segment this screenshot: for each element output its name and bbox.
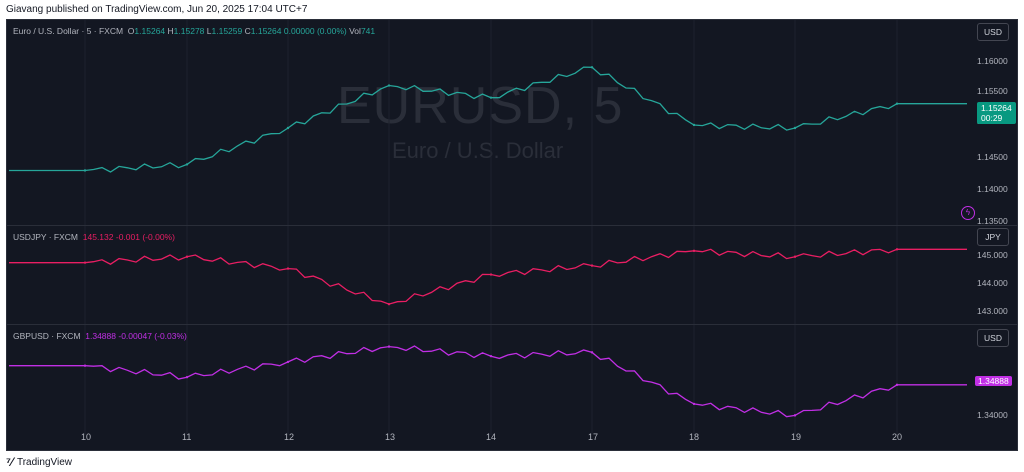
bolt-icon[interactable]: ϟ: [961, 206, 975, 220]
eurusd-pane[interactable]: EURUSD, 5 Euro / U.S. Dollar Euro / U.S.…: [7, 20, 1017, 226]
price-label: 143.000: [977, 306, 1008, 316]
chart-frame: EURUSD, 5 Euro / U.S. Dollar Euro / U.S.…: [6, 19, 1018, 451]
currency-button-jpy[interactable]: JPY: [977, 228, 1009, 246]
eurusd-data-point: [286, 126, 290, 130]
eurusd-data-point: [185, 163, 189, 166]
gbpusd-data-point: [83, 364, 87, 367]
watermark-name: Euro / U.S. Dollar: [392, 138, 564, 163]
usdjpy-series-line: [9, 248, 967, 305]
gbpusd-change: -0.00047 (-0.03%): [118, 331, 187, 341]
price-label: 144.000: [977, 278, 1008, 288]
x-tick-label: 10: [81, 432, 92, 442]
x-tick-label: 12: [284, 432, 295, 442]
usdjpy-data-point: [387, 302, 391, 306]
eurusd-data-point: [387, 84, 391, 87]
footer: ⁷⁄ TradingView: [6, 455, 72, 469]
gbpusd-data-point: [286, 360, 290, 364]
h-label: H: [167, 26, 174, 36]
gbpusd-pane[interactable]: GBPUSD · FXCM 1.34888 -0.00047 (-0.03%) …: [7, 325, 1017, 447]
gbpusd-chart: [9, 325, 967, 435]
l-label: L: [206, 26, 212, 36]
usdjpy-data-point: [895, 248, 899, 251]
x-tick-label: 18: [689, 432, 700, 442]
legend-symbol[interactable]: GBPUSD · FXCM: [13, 331, 81, 341]
footer-brand[interactable]: TradingView: [16, 456, 72, 468]
eurusd-data-point: [489, 96, 493, 99]
usdjpy-data-point: [692, 249, 696, 253]
usdjpy-data-point: [185, 255, 189, 258]
eurusd-chart: [9, 20, 967, 225]
gbpusd-last-price: 1.34888: [975, 376, 1012, 386]
h-value: 1.15278: [173, 26, 205, 36]
currency-button-usd[interactable]: USD: [977, 329, 1009, 347]
gbpusd-data-point: [793, 414, 797, 417]
price-label: 1.15500: [977, 86, 1008, 96]
eurusd-data-point: [83, 169, 87, 172]
currency-button-usd[interactable]: USD: [977, 23, 1009, 41]
gbpusd-data-point: [387, 345, 391, 348]
gbpusd-legend: GBPUSD · FXCM 1.34888 -0.00047 (-0.03%): [13, 331, 187, 341]
countdown: 00:29: [981, 113, 1003, 123]
eurusd-series-line: [9, 66, 967, 173]
x-tick-label: 11: [182, 432, 192, 442]
c-label: C: [244, 26, 251, 36]
usdjpy-data-point: [489, 273, 493, 276]
gbpusd-data-point: [185, 375, 189, 379]
change-value: 0.00000 (0.00%): [283, 26, 347, 36]
gbpusd-data-point: [590, 351, 594, 354]
usdjpy-value: 145.132: [82, 232, 114, 242]
l-value: 1.15259: [211, 26, 243, 36]
usdjpy-data-point: [590, 264, 594, 267]
o-label: O: [127, 26, 135, 36]
price-label: 1.14500: [977, 152, 1008, 162]
eurusd-data-point: [793, 126, 797, 130]
vol-label: Vol: [349, 26, 361, 36]
last-price: 1.15264: [981, 103, 1012, 113]
usdjpy-legend: USDJPY · FXCM 145.132 -0.001 (-0.00%): [13, 232, 175, 242]
price-label: 1.34000: [977, 410, 1008, 420]
x-tick-label: 13: [385, 432, 396, 442]
price-label: 1.16000: [977, 56, 1008, 66]
eurusd-data-point: [895, 102, 899, 105]
price-label: 145.000: [977, 250, 1008, 260]
gbpusd-value: 1.34888: [85, 331, 116, 341]
last-price-badge: 1.15264 00:29: [977, 102, 1016, 124]
usdjpy-change: -0.001 (-0.00%): [115, 232, 175, 242]
eurusd-data-point: [590, 66, 594, 69]
x-tick-label: 20: [892, 432, 903, 442]
x-tick-label: 19: [791, 432, 802, 442]
gbpusd-data-point: [489, 354, 493, 358]
eurusd-legend: Euro / U.S. Dollar · 5 · FXCM O1.15264 H…: [13, 26, 375, 36]
x-tick-label: 14: [486, 432, 497, 442]
gbpusd-data-point: [895, 383, 899, 387]
tradingview-logo-icon[interactable]: ⁷⁄: [6, 455, 13, 469]
gbpusd-data-point: [692, 402, 696, 406]
o-value: 1.15264: [134, 26, 166, 36]
publish-line: Giavang published on TradingView.com, Ju…: [6, 4, 308, 15]
legend-symbol[interactable]: USDJPY · FXCM: [13, 232, 79, 242]
usdjpy-pane[interactable]: USDJPY · FXCM 145.132 -0.001 (-0.00%) JP…: [7, 226, 1017, 325]
eurusd-data-point: [692, 123, 696, 127]
usdjpy-data-point: [793, 255, 797, 258]
gbpusd-series-line: [9, 345, 967, 418]
vol-value: 741: [360, 26, 376, 36]
usdjpy-data-point: [286, 267, 290, 270]
c-value: 1.15264: [250, 26, 282, 36]
usdjpy-chart: [9, 226, 967, 324]
price-label: 1.13500: [977, 216, 1008, 226]
price-label: 1.14000: [977, 184, 1008, 194]
legend-symbol[interactable]: Euro / U.S. Dollar · 5 · FXCM: [13, 26, 124, 36]
x-tick-label: 17: [588, 432, 599, 442]
usdjpy-data-point: [83, 261, 87, 264]
